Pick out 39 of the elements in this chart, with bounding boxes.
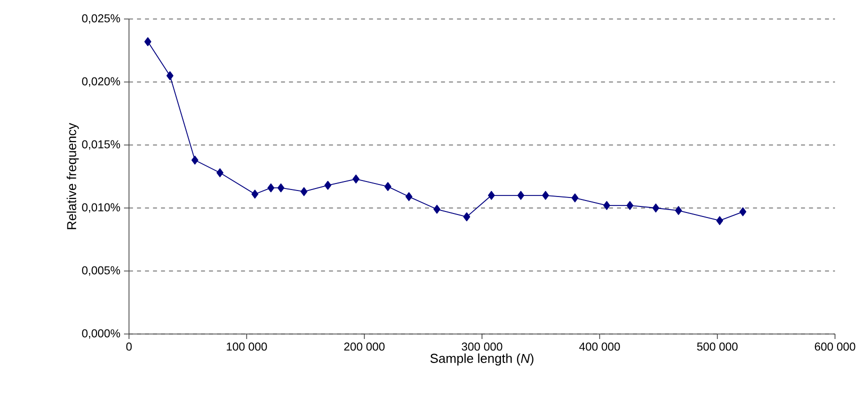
point — [324, 180, 332, 190]
y-tick-label: 0,025% — [82, 14, 120, 24]
point — [251, 190, 258, 199]
point — [739, 207, 746, 216]
y-axis-title: Relative frequency — [66, 122, 79, 230]
x-tick-label: 200 000 — [344, 342, 385, 351]
point — [352, 174, 360, 184]
point — [300, 187, 308, 196]
point — [652, 204, 660, 212]
point — [716, 216, 724, 226]
x-tick-label: 400 000 — [579, 342, 620, 351]
x-tick-label: 600 000 — [814, 342, 856, 351]
y-tick-label: 0,015% — [82, 140, 120, 150]
point — [626, 201, 634, 210]
y-tick-label: 0,000% — [82, 329, 120, 339]
point — [603, 201, 610, 210]
point — [216, 168, 224, 178]
x-axis-title: Sample length (N) — [430, 353, 534, 366]
point — [517, 190, 524, 200]
point — [277, 183, 284, 192]
y-tick-label: 0,020% — [82, 77, 120, 87]
point — [542, 190, 549, 200]
point — [488, 190, 495, 200]
x-tick-label: 0 — [126, 342, 132, 351]
point — [572, 193, 578, 202]
x-tick-label: 500 000 — [697, 342, 738, 351]
point — [166, 71, 174, 80]
y-tick-label: 0,010% — [82, 203, 120, 213]
point — [463, 212, 470, 222]
point — [267, 183, 274, 192]
y-tick-label: 0,005% — [82, 266, 120, 276]
x-tick-label: 100 000 — [226, 342, 267, 351]
point — [191, 156, 198, 165]
point — [144, 37, 152, 46]
point — [433, 204, 440, 214]
point — [405, 192, 412, 202]
point — [675, 206, 682, 215]
point — [384, 182, 392, 192]
x-tick-label: 300 000 — [462, 342, 502, 351]
